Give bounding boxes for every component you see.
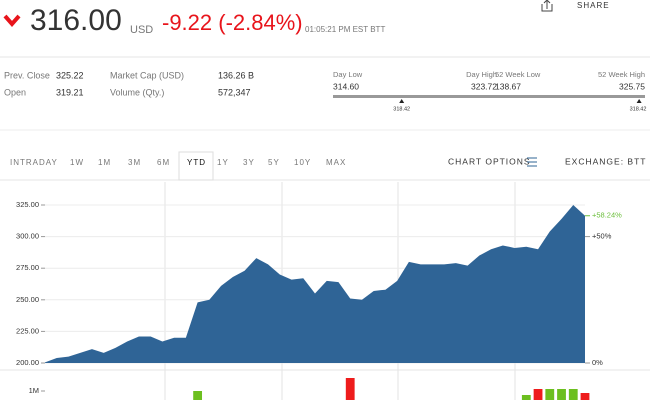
exchange: EXCHANGE: BTT [565, 156, 646, 166]
change: -9.22 (-2.84%) [162, 10, 303, 35]
volume-bar [557, 389, 566, 400]
price: 316.00 [30, 4, 122, 37]
range-high-label: Day High [466, 70, 497, 79]
tab[interactable]: MAX [326, 158, 346, 167]
range-high-label: 52 Week High [598, 70, 645, 79]
y-tick-label: 275.00 [16, 263, 39, 272]
currency: USD [130, 24, 153, 36]
range-low: 314.60 [333, 81, 359, 91]
volume-bar [533, 389, 543, 400]
share-label[interactable]: SHARE [577, 1, 610, 10]
range-current: 318.42 [393, 106, 410, 112]
y2-tick-label: 0% [592, 358, 603, 367]
y-tick-label: 300.00 [16, 232, 39, 241]
tab[interactable]: 10Y [294, 158, 311, 167]
price-area [45, 205, 585, 363]
volume-bar [580, 393, 590, 400]
volume-bar [345, 378, 355, 400]
stat-label: Market Cap (USD) [110, 70, 184, 80]
range-marker [399, 99, 405, 103]
tab[interactable]: INTRADAY [10, 158, 58, 167]
tab[interactable]: 3Y [243, 158, 255, 167]
range-low-label: Day Low [333, 70, 363, 79]
stat-label: Prev. Close [4, 70, 50, 80]
range-marker [636, 99, 642, 103]
tab[interactable]: 6M [157, 158, 170, 167]
active-tab-box [178, 151, 214, 181]
time: 01:05:21 PM EST BTT [305, 25, 385, 34]
range-low: 138.67 [495, 81, 521, 91]
options-icon [527, 157, 537, 167]
volume-bar [521, 395, 531, 400]
range-bar [495, 95, 645, 98]
range-high: 325.75 [619, 81, 645, 91]
stat-value: 136.26 B [218, 70, 254, 80]
y-tick-label: 250.00 [16, 295, 39, 304]
tab[interactable]: 3M [128, 158, 141, 167]
volume-bar [193, 391, 203, 400]
stat-label: Open [4, 87, 26, 97]
last-label: +58.24% [592, 211, 622, 220]
down-arrow [3, 14, 21, 28]
stat-label: Volume (Qty.) [110, 87, 164, 97]
y-tick-label: 200.00 [16, 358, 39, 367]
range-high: 323.72 [471, 81, 497, 91]
tab[interactable]: YTD [187, 158, 206, 167]
range-current: 318.42 [630, 106, 647, 112]
share-icon [541, 0, 553, 12]
tab[interactable]: 1Y [217, 158, 229, 167]
tab[interactable]: 1W [70, 158, 84, 167]
stat-value: 572,347 [218, 87, 251, 97]
range-low-label: 52 Week Low [495, 70, 541, 79]
stat-value: 319.21 [56, 87, 84, 97]
tab[interactable]: 1M [98, 158, 111, 167]
share-button[interactable]: SHARE [541, 0, 610, 12]
stat-value: 325.22 [56, 70, 84, 80]
vol-tick-label: 1M [29, 386, 39, 395]
y-tick-label: 325.00 [16, 200, 39, 209]
y2-tick-label: +50% [592, 232, 612, 241]
y-tick-label: 225.00 [16, 326, 39, 335]
volume-bar [545, 389, 555, 400]
tab[interactable]: 5Y [268, 158, 280, 167]
range-bar [333, 95, 497, 98]
chart-options[interactable]: CHART OPTIONS [448, 156, 531, 166]
volume-bar [568, 389, 578, 400]
